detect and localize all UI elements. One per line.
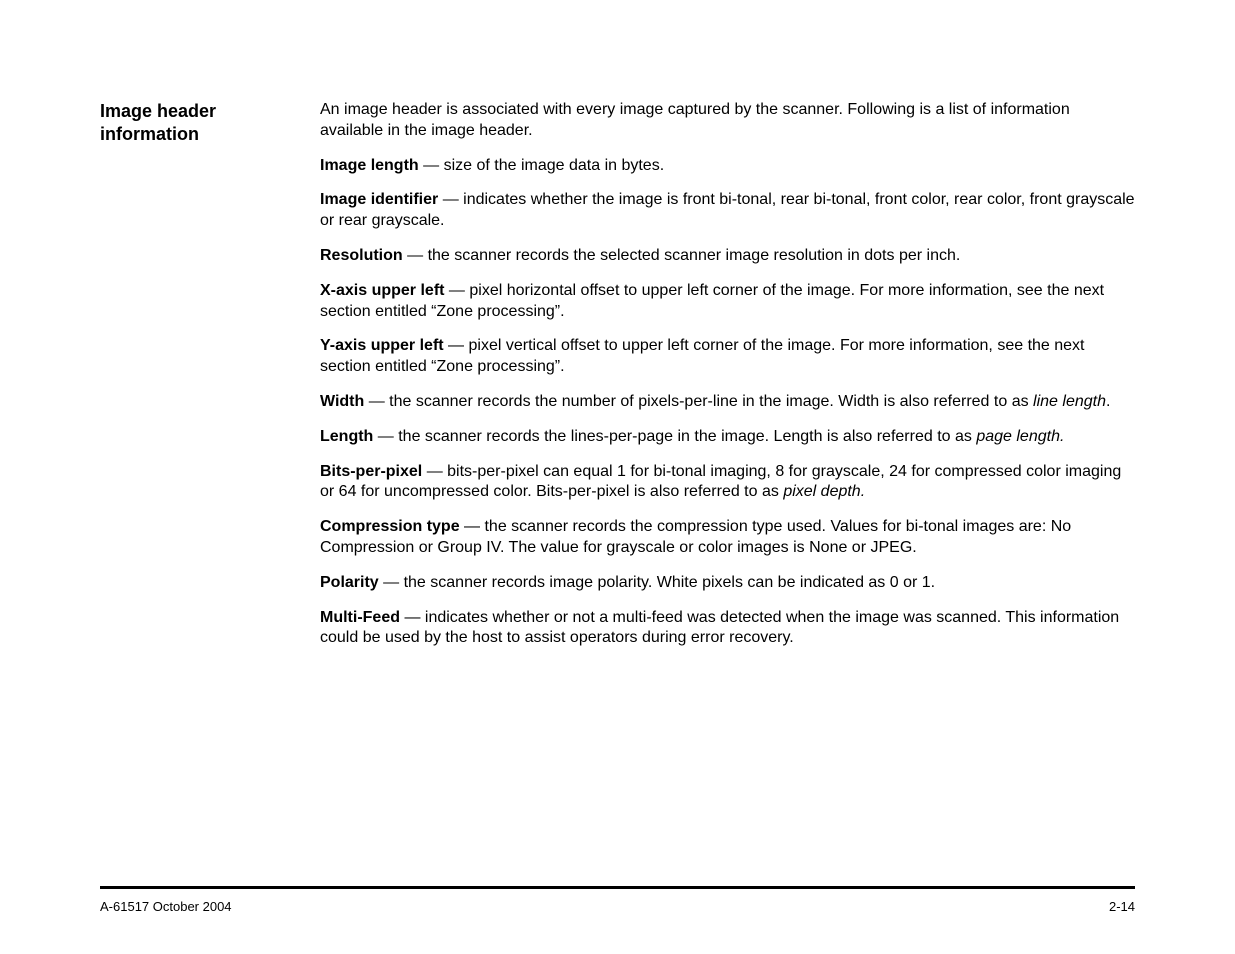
definition-paragraph: X-axis upper left — pixel horizontal off… [320,281,1135,323]
definition-body: the scanner records image polarity. Whit… [404,574,936,591]
definition-term: Polarity [320,574,379,591]
definition-term: Multi-Feed [320,609,400,626]
sidebar: Image header information [100,100,280,663]
definition-paragraph: Image identifier — indicates whether the… [320,190,1135,232]
definition-body-pre: the scanner records the number of pixels… [389,393,1033,410]
definition-paragraph: Resolution — the scanner records the sel… [320,246,1135,267]
definition-body: indicates whether or not a multi-feed wa… [320,609,1119,647]
definition-term: Length [320,428,373,445]
definition-separator: — [438,191,463,208]
footer-left: A-61517 October 2004 [100,899,232,914]
definition-separator: — [400,609,425,626]
definition-separator: — [379,574,404,591]
definition-term: Resolution [320,247,403,264]
definition-body: the scanner records the selected scanner… [428,247,961,264]
definition-separator: — [373,428,398,445]
definition-paragraph: Multi-Feed — indicates whether or not a … [320,608,1135,650]
definition-paragraph: Width — the scanner records the number o… [320,392,1135,413]
definition-body-post: . [1106,393,1110,410]
definition-body: size of the image data in bytes. [444,157,665,174]
definition-term: Image length [320,157,419,174]
definition-separator: — [419,157,444,174]
definition-paragraph: Polarity — the scanner records image pol… [320,573,1135,594]
definition-paragraph: Compression type — the scanner records t… [320,517,1135,559]
definition-separator: — [444,282,469,299]
page: Image header information An image header… [0,0,1235,954]
footer-rule [100,886,1135,889]
definition-separator: — [422,463,447,480]
definition-body-em: pixel depth. [783,483,865,500]
footer: A-61517 October 2004 2-14 [100,899,1135,914]
definition-separator: — [444,337,469,354]
intro-paragraph: An image header is associated with every… [320,100,1135,142]
definition-separator: — [364,393,389,410]
definition-paragraph: Length — the scanner records the lines-p… [320,427,1135,448]
heading-line-2: information [100,124,199,144]
definition-paragraph: Bits-per-pixel — bits-per-pixel can equa… [320,462,1135,504]
definition-term: Width [320,393,364,410]
definition-body-em: line length [1033,393,1106,410]
heading-line-1: Image header [100,101,216,121]
definition-separator: — [403,247,428,264]
section-heading: Image header information [100,100,280,147]
definition-body-pre: the scanner records the lines-per-page i… [398,428,976,445]
content-area: Image header information An image header… [100,100,1135,663]
definition-term: X-axis upper left [320,282,444,299]
main-column: An image header is associated with every… [320,100,1135,663]
definition-term: Y-axis upper left [320,337,444,354]
definition-paragraph: Y-axis upper left — pixel vertical offse… [320,336,1135,378]
definition-term: Image identifier [320,191,438,208]
definition-term: Bits-per-pixel [320,463,422,480]
definition-separator: — [460,518,485,535]
definition-paragraph: Image length — size of the image data in… [320,156,1135,177]
definition-body-em: page length. [976,428,1064,445]
definition-term: Compression type [320,518,460,535]
footer-right: 2-14 [1109,899,1135,914]
